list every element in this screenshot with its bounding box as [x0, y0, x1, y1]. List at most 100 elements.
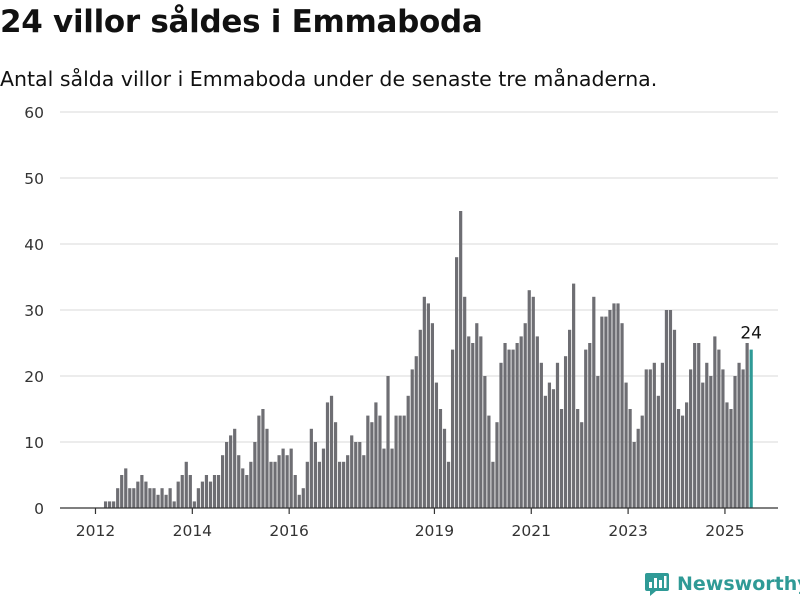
bar — [543, 395, 547, 508]
bar — [241, 468, 245, 508]
bar — [624, 382, 628, 508]
bar — [697, 343, 701, 508]
bar — [200, 481, 205, 508]
bar — [176, 481, 180, 508]
bar — [455, 257, 459, 508]
bar — [576, 409, 580, 508]
bar — [636, 428, 640, 508]
bar — [148, 488, 152, 508]
x-tick-label-2023: 2023 — [608, 522, 647, 540]
bar — [152, 488, 156, 508]
bar — [321, 448, 326, 508]
bar — [390, 448, 394, 508]
bar — [515, 343, 519, 508]
bar — [620, 323, 624, 508]
bar — [733, 376, 737, 508]
bar — [535, 336, 539, 508]
newsworthy-logo-icon — [645, 573, 669, 596]
bar — [132, 488, 136, 508]
bar — [632, 442, 636, 508]
bar — [305, 461, 309, 508]
bar — [430, 323, 435, 508]
bar — [422, 296, 426, 508]
bar — [519, 336, 523, 508]
bar — [253, 442, 257, 508]
bar — [676, 409, 681, 508]
y-tick-label-0: 0 — [34, 500, 44, 518]
bar — [584, 349, 588, 508]
bar — [354, 442, 358, 508]
bar — [531, 296, 535, 508]
bar — [414, 356, 418, 508]
bar — [592, 296, 596, 508]
bar — [725, 402, 729, 508]
x-axis — [60, 507, 778, 514]
bar — [370, 422, 374, 508]
bar — [269, 461, 273, 508]
bar — [329, 395, 334, 508]
bar — [156, 494, 160, 508]
bar — [555, 362, 560, 508]
bar — [188, 475, 192, 508]
bar — [475, 323, 479, 508]
bar — [580, 422, 584, 508]
bar — [362, 455, 366, 508]
newsworthy-logo: Newsworthy — [644, 568, 800, 600]
bar — [124, 468, 128, 508]
bar — [212, 475, 217, 508]
bar — [664, 310, 669, 508]
bar — [184, 461, 188, 508]
chart-title: 24 villor såldes i Emmaboda — [0, 4, 483, 40]
bar — [656, 395, 660, 508]
bar — [717, 349, 721, 508]
bar — [713, 336, 717, 508]
bar — [277, 455, 281, 508]
bar — [249, 461, 253, 508]
y-tick-label-50: 50 — [24, 170, 44, 188]
bar — [685, 402, 689, 508]
bar — [442, 428, 447, 508]
x-tick-label-2025: 2025 — [705, 522, 744, 540]
y-tick-label-40: 40 — [24, 236, 44, 254]
bar — [672, 329, 677, 508]
y-axis-tick-labels: 0 10 20 30 40 50 60 — [24, 104, 44, 518]
bar — [596, 376, 600, 508]
bar — [257, 415, 261, 508]
bar — [652, 362, 656, 508]
bar — [668, 310, 673, 508]
bar — [438, 409, 443, 508]
bar — [644, 369, 648, 508]
bar — [317, 461, 322, 508]
bar — [261, 409, 265, 508]
bar — [600, 316, 604, 508]
bar — [382, 448, 386, 508]
bar — [112, 501, 116, 508]
y-tick-label-10: 10 — [24, 434, 44, 452]
bar — [745, 343, 749, 508]
bar — [483, 376, 487, 508]
bar — [418, 329, 422, 508]
bar — [394, 415, 398, 508]
bar — [350, 435, 354, 508]
bar — [225, 442, 229, 508]
bar — [539, 362, 543, 508]
bar — [289, 448, 293, 508]
bar — [507, 349, 511, 508]
bar — [446, 461, 451, 508]
newsworthy-logo-text: Newsworthy — [677, 573, 800, 595]
highlight-value-label: 24 — [740, 324, 762, 344]
x-tick-label-2016: 2016 — [269, 522, 308, 540]
bar — [140, 475, 144, 508]
bar — [136, 481, 140, 508]
bar — [386, 376, 390, 508]
bar — [563, 356, 568, 508]
bar — [680, 415, 685, 508]
bar — [180, 475, 184, 508]
bar — [729, 409, 733, 508]
bar — [640, 415, 644, 508]
bar — [737, 362, 741, 508]
bar — [144, 481, 148, 508]
bar — [374, 402, 378, 508]
bar — [342, 461, 346, 508]
y-tick-label-60: 60 — [24, 104, 44, 122]
